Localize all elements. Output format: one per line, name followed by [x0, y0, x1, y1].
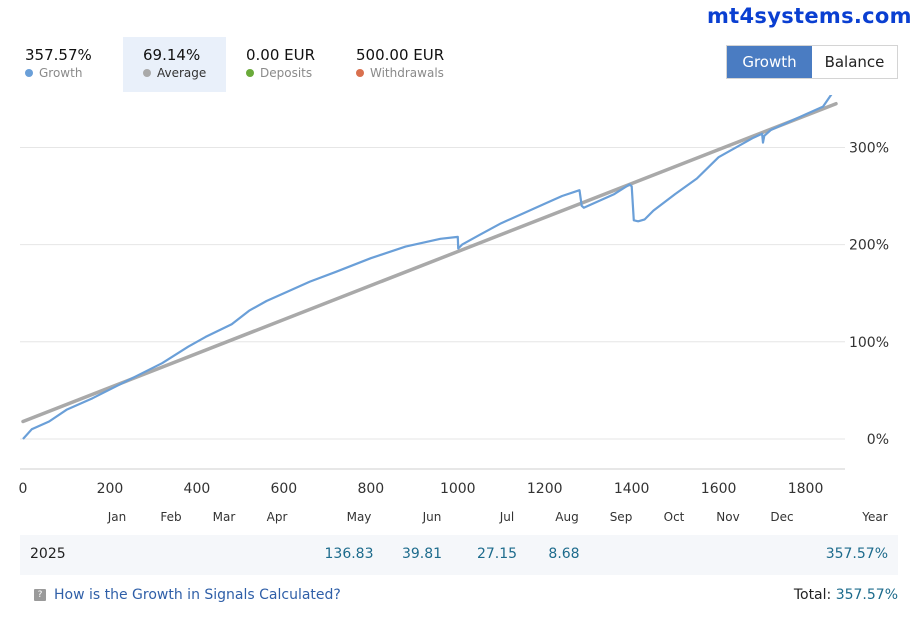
- stat-average-label: Average: [157, 66, 207, 80]
- x-tick-label-2: 400: [184, 481, 211, 497]
- stat-growth-value: 357.57%: [25, 46, 92, 64]
- month-label-mar: Mar: [212, 510, 236, 524]
- growth-calculation-help-link[interactable]: How is the Growth in Signals Calculated?: [54, 587, 341, 603]
- stat-deposits[interactable]: 0.00 EUR Deposits: [246, 37, 346, 92]
- series-line-growth: [22, 95, 833, 440]
- legend-dot-withdrawals: [356, 69, 364, 77]
- month-value-jul[interactable]: 27.15: [476, 546, 518, 562]
- month-value-aug[interactable]: 8.68: [548, 546, 580, 562]
- stat-growth-label: Growth: [39, 66, 83, 80]
- series-line-average: [21, 101, 838, 424]
- month-label-feb: Feb: [160, 510, 182, 524]
- x-tick-label-6: 1200: [527, 481, 563, 497]
- month-label-dec: Dec: [770, 510, 794, 524]
- stat-withdrawals[interactable]: 500.00 EUR Withdrawals: [356, 37, 466, 92]
- month-label-may: May: [346, 510, 372, 524]
- growth-toggle-button[interactable]: Growth: [727, 46, 812, 78]
- x-tick-label-8: 1600: [701, 481, 737, 497]
- month-axis: Jan Feb Mar Apr May Jun Jul Aug Sep Oct Nov Dec Year: [0, 510, 917, 526]
- year-label: 2025: [30, 546, 66, 562]
- stat-growth[interactable]: 357.57% Growth: [25, 37, 123, 92]
- month-label-nov: Nov: [716, 510, 740, 524]
- month-label-jun: Jun: [422, 510, 442, 524]
- footer: ? How is the Growth in Signals Calculate…: [34, 587, 898, 607]
- y-tick-label-0: 0%: [867, 432, 889, 448]
- month-label-year: Year: [862, 510, 888, 524]
- x-tick-label-5: 1000: [440, 481, 476, 497]
- month-label-sep: Sep: [609, 510, 633, 524]
- stat-average-value: 69.14%: [143, 46, 201, 64]
- chart-mode-toggle: Growth Balance: [726, 45, 898, 79]
- month-label-aug: Aug: [555, 510, 579, 524]
- x-tick-label-9: 1800: [788, 481, 824, 497]
- x-tick-label-3: 600: [270, 481, 297, 497]
- total-label: Total:: [793, 587, 832, 603]
- balance-toggle-button[interactable]: Balance: [812, 46, 897, 78]
- total-value: 357.57%: [835, 587, 898, 603]
- x-tick-label-0: 0: [19, 481, 28, 497]
- help-icon: ?: [34, 589, 46, 601]
- x-tick-label-7: 1400: [614, 481, 650, 497]
- brand-logo-text[interactable]: mt4systems.com: [707, 4, 912, 28]
- x-tick-label-4: 800: [357, 481, 384, 497]
- stat-withdrawals-label: Withdrawals: [370, 66, 444, 80]
- growth-chart: 0% 100% 200% 300% 0 200 400 600 800 1000 1200 1400 1…: [19, 95, 889, 497]
- month-label-oct: Oct: [663, 510, 685, 524]
- stat-deposits-value: 0.00 EUR: [246, 46, 316, 64]
- legend-dot-growth: [25, 69, 33, 77]
- stat-average[interactable]: 69.14% Average: [123, 37, 226, 92]
- month-label-jul: Jul: [499, 510, 515, 524]
- legend-dot-deposits: [246, 69, 254, 77]
- month-value-jun[interactable]: 39.81: [401, 546, 443, 562]
- x-tick-label-1: 200: [97, 481, 124, 497]
- stat-deposits-label: Deposits: [260, 66, 313, 80]
- legend-dot-average: [143, 69, 151, 77]
- year-row: 2025 136.83 39.81 27.15 8.68 357.57%: [20, 535, 898, 575]
- month-label-jan: Jan: [107, 510, 127, 524]
- month-label-apr: Apr: [266, 510, 288, 524]
- stat-withdrawals-value: 500.00 EUR: [356, 46, 445, 64]
- y-tick-label-3: 300%: [849, 140, 889, 156]
- y-tick-label-1: 100%: [849, 335, 889, 351]
- total-summary: Total: 357.57%: [794, 587, 898, 603]
- month-value-may[interactable]: 136.83: [324, 546, 374, 562]
- year-total-value[interactable]: 357.57%: [825, 546, 888, 562]
- y-tick-label-2: 200%: [849, 238, 889, 254]
